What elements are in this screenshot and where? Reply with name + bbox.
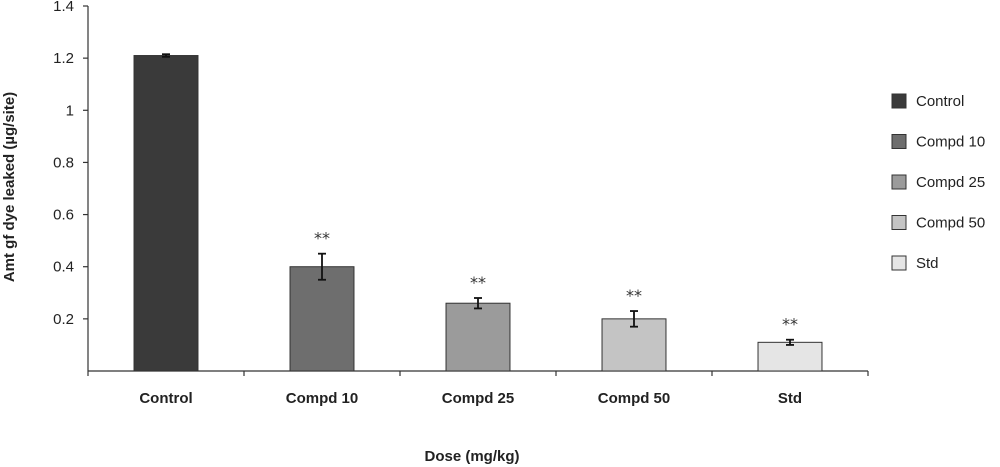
x-category-label: Compd 10 — [286, 390, 359, 407]
legend: Control Compd 10 Compd 25 Compd 50 Std — [891, 93, 985, 272]
bar-compd-25 — [445, 302, 511, 372]
bar-std — [757, 341, 823, 372]
legend-label: Compd 10 — [916, 134, 985, 151]
significance-label: ** — [314, 229, 330, 248]
y-tick-label: 0.2 — [53, 311, 74, 328]
legend-swatch — [891, 93, 907, 109]
y-tick-label: 1.2 — [53, 50, 74, 67]
bars — [133, 55, 823, 372]
x-category-label: Compd 25 — [442, 390, 515, 407]
y-axis-title: Amt gf dye leaked (µg/site) — [1, 92, 18, 282]
x-category-label: Control — [139, 390, 192, 407]
category-labels: Control Compd 10 Compd 25 Compd 50 Std — [139, 390, 802, 407]
significance-label: ** — [626, 286, 642, 305]
legend-label: Compd 50 — [916, 215, 985, 232]
legend-swatch — [891, 134, 907, 149]
y-tick-label: 1 — [66, 102, 74, 119]
legend-swatch — [891, 255, 907, 271]
significance-markers: ** ** ** ** — [314, 229, 798, 334]
x-category-label: Std — [778, 390, 802, 407]
y-ticks: 0.2 0.4 0.6 0.8 1 1.2 1.4 — [53, 0, 88, 328]
error-bars — [162, 53, 794, 346]
y-tick-label: 0.4 — [53, 259, 74, 276]
y-tick-label: 1.4 — [53, 0, 74, 15]
legend-label: Compd 25 — [916, 174, 985, 191]
bar-compd-10 — [289, 266, 355, 372]
significance-label: ** — [782, 315, 798, 334]
legend-swatch — [891, 215, 907, 230]
x-category-label: Compd 50 — [598, 390, 671, 407]
y-tick-label: 0.8 — [53, 154, 74, 171]
legend-swatch — [891, 174, 907, 190]
significance-label: ** — [470, 273, 486, 292]
legend-label: Control — [916, 93, 964, 110]
y-tick-label: 0.6 — [53, 207, 74, 224]
x-axis-title: Dose (mg/kg) — [424, 448, 519, 465]
legend-label: Std — [916, 255, 939, 272]
bar-control — [133, 55, 199, 372]
